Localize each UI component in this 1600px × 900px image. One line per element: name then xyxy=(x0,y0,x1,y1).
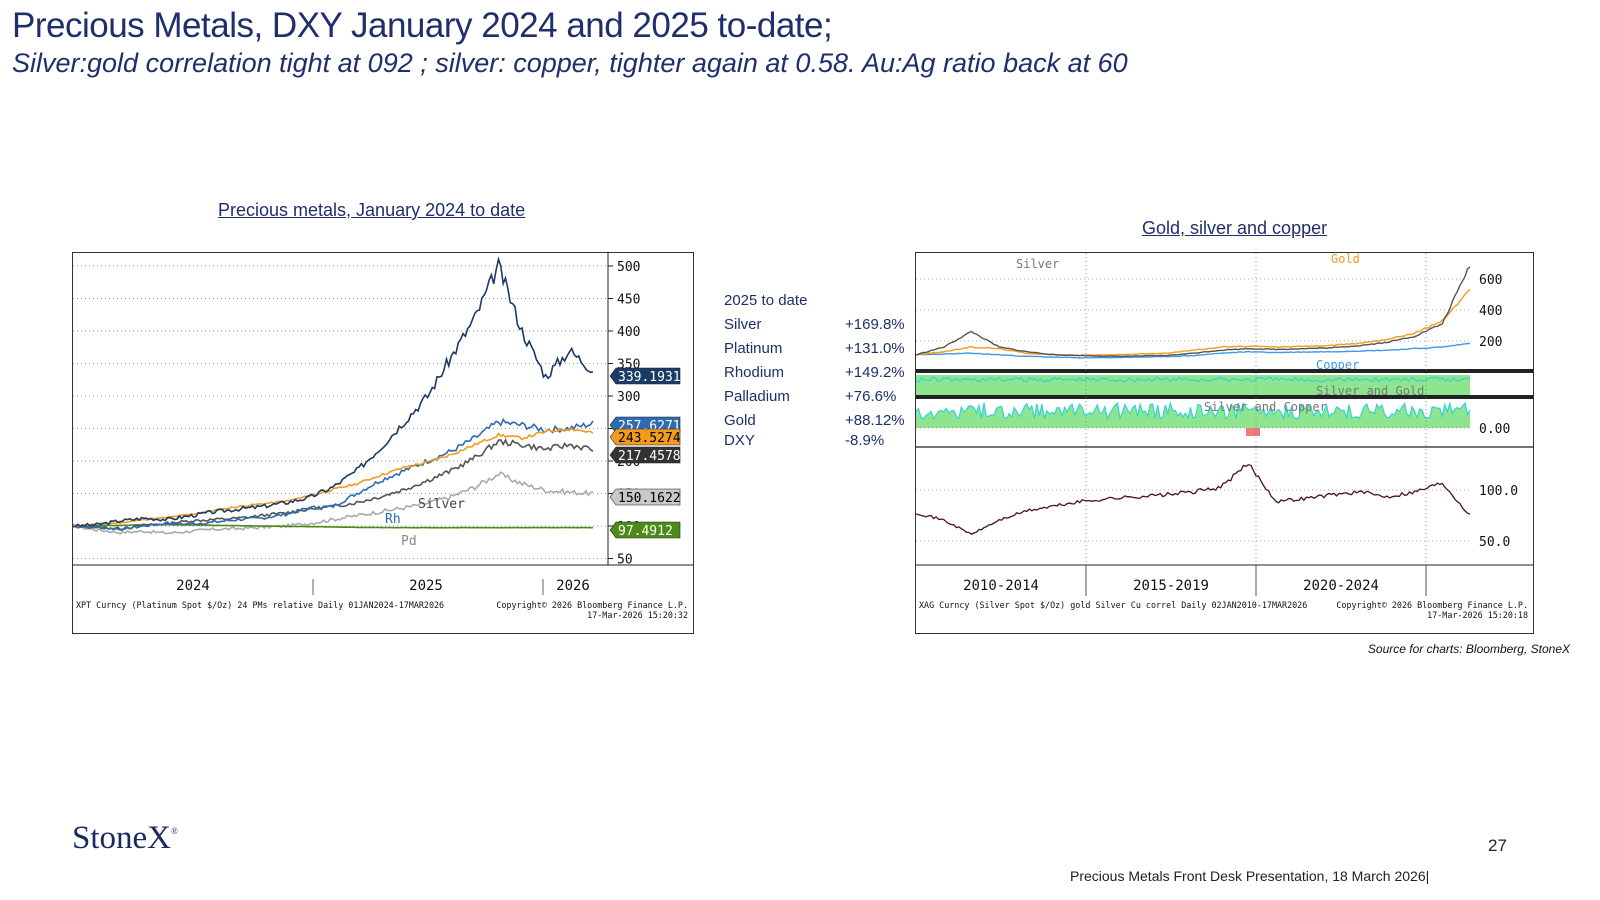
y-tick-label: 0.00 xyxy=(1479,422,1510,437)
chart-footer-source: XPT Curncy (Platinum Spot $/Oz) 24 PMs r… xyxy=(76,600,444,610)
chart-footer-copyright: Copyright© 2026 Bloomberg Finance L.P. xyxy=(496,600,688,610)
series-line-copper xyxy=(915,342,1471,359)
stats-value: -8.9% xyxy=(845,432,885,449)
x-tick-label: 2024 xyxy=(176,578,210,594)
end-value-label: 217.4578 xyxy=(618,449,681,464)
correlation-area-silver-copper xyxy=(916,403,1470,428)
stats-label: Silver xyxy=(724,316,762,333)
series-line-rhodium xyxy=(73,417,594,531)
correlation-band-silver-gold xyxy=(916,375,1470,395)
stats-label: Rhodium xyxy=(724,364,785,381)
page-number: 27 xyxy=(1488,836,1507,855)
x-tick-label: 2025 xyxy=(409,578,443,594)
chart-footer-copyright: Copyright© 2026 Bloomberg Finance L.P. xyxy=(1336,600,1528,610)
stats-label: Palladium xyxy=(724,388,790,405)
end-value-tag xyxy=(609,446,681,464)
series-line-platinum xyxy=(72,256,594,528)
chart-precious-metals-svg: 5010015020025030035040045050020242025202… xyxy=(72,253,693,620)
page-title: Precious Metals, DXY January 2024 and 20… xyxy=(12,6,833,45)
series-inline-label: Rh xyxy=(385,512,401,527)
chart-gold-silver-copper: 600 400 200 Silver Gold Copper 0.00 Silver and … xyxy=(915,252,1534,634)
stats-heading: 2025 to date xyxy=(724,292,808,309)
y-tick-label: 400 xyxy=(1479,304,1502,319)
stats-label: Gold xyxy=(724,412,756,429)
stats-value: +149.2% xyxy=(845,364,905,381)
chart-footer-source: XAG Curncy (Silver Spot $/Oz) gold Silve… xyxy=(919,600,1307,610)
series-inline-label: Pd xyxy=(401,534,417,549)
end-value-tag xyxy=(609,521,681,539)
stonex-logo: StoneX® xyxy=(72,820,178,857)
correlation-line-silver-copper xyxy=(915,401,1471,421)
y-tick-label: 50 xyxy=(617,553,633,568)
correlation-line-silver-gold xyxy=(915,376,1471,383)
correlation-negative-area xyxy=(1246,428,1260,436)
stats-value: +76.6% xyxy=(845,388,897,405)
series-label-copper: Copper xyxy=(1316,358,1359,372)
series-line-silver xyxy=(915,266,1471,358)
series-label-gold: Gold xyxy=(1331,253,1360,266)
chart-title-gold-silver-copper: Gold, silver and copper xyxy=(1142,218,1328,238)
presentation-footer: Precious Metals Front Desk Presentation,… xyxy=(1070,868,1430,884)
x-tick-label: 2026 xyxy=(556,578,590,594)
chart-footer-date: 17-Mar-2026 15:20:18 xyxy=(1427,610,1528,620)
series-label-silver-and-gold: Silver and Gold xyxy=(1316,384,1424,398)
y-tick-label: 600 xyxy=(1479,273,1502,288)
y-tick-label: 300 xyxy=(617,390,640,405)
series-label-silver: Silver xyxy=(1016,257,1059,271)
series-line-gold xyxy=(915,288,1471,356)
chart-precious-metals: 5010015020025030035040045050020242025202… xyxy=(72,252,694,634)
source-note: Source for charts: Bloomberg, StoneX xyxy=(1367,642,1570,656)
x-tick-label: 2020-2024 xyxy=(1303,578,1379,594)
chart-footer-date: 17-Mar-2026 15:20:32 xyxy=(587,610,688,620)
series-label-silver-and-copper: Silver and Copper xyxy=(1204,400,1327,414)
y-tick-label: 400 xyxy=(617,325,640,340)
y-tick-label: 100.0 xyxy=(1479,484,1518,499)
stats-value: +131.0% xyxy=(845,340,905,357)
series-line-palladium xyxy=(72,471,594,535)
x-tick-label: 2010-2014 xyxy=(963,578,1039,594)
chart-gold-silver-copper-svg: 600 400 200 Silver Gold Copper 0.00 Silver and … xyxy=(915,252,1533,620)
stats-label: DXY xyxy=(724,432,755,449)
end-value-tag xyxy=(609,488,681,506)
x-tick-label: 2015-2019 xyxy=(1133,578,1209,594)
panel-divider xyxy=(916,369,1533,373)
series-inline-label: Silver xyxy=(418,497,465,512)
end-value-label: 339.1931 xyxy=(618,370,681,385)
y-tick-label: 50.0 xyxy=(1479,535,1510,550)
series-line-silver xyxy=(72,438,594,531)
end-value-label: 97.4912 xyxy=(618,524,673,539)
panel-divider xyxy=(916,395,1533,399)
end-value-label: 150.1622 xyxy=(618,491,681,506)
y-tick-label: 500 xyxy=(617,260,640,275)
end-value-tag xyxy=(609,367,681,385)
logo-registered-mark: ® xyxy=(171,826,178,836)
series-line-ratio xyxy=(915,464,1471,535)
chart-title-precious-metals: Precious metals, January 2024 to date xyxy=(218,200,526,220)
series-line-gold xyxy=(72,427,594,527)
stats-value: +169.8% xyxy=(845,316,905,333)
end-value-tag xyxy=(609,428,681,446)
end-value-label: 243.5274 xyxy=(618,431,681,446)
stats-label: Platinum xyxy=(724,340,783,357)
stats-value: +88.12% xyxy=(845,412,905,429)
page-subtitle: Silver:gold correlation tight at 092 ; s… xyxy=(12,48,1128,78)
logo-text: StoneX xyxy=(72,820,171,856)
y-tick-label: 200 xyxy=(1479,335,1502,350)
y-tick-label: 450 xyxy=(617,293,640,308)
